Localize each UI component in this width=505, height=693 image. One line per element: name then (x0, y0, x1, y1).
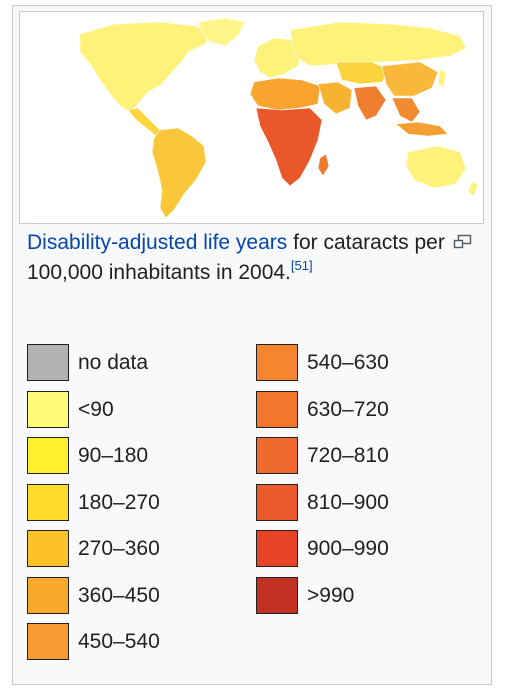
map-region-south-america (151, 127, 207, 219)
legend-label: 810–900 (307, 490, 389, 514)
legend-swatch (27, 623, 69, 660)
legend-swatch (256, 344, 298, 381)
legend-swatch (27, 344, 69, 381)
map-region-central-america (127, 107, 163, 137)
legend-label: 450–540 (78, 630, 160, 653)
world-map[interactable] (19, 11, 484, 224)
legend-swatch (27, 437, 69, 474)
map-region-japan (437, 69, 447, 87)
map-region-australia (405, 145, 467, 189)
caption-link[interactable]: Disability-adjusted life years (27, 231, 288, 254)
map-region-new-zealand (467, 181, 479, 197)
legend-swatch (27, 483, 69, 521)
map-region-russia (289, 21, 467, 67)
caption-text: for cataracts per 100,000 inhabitants in… (27, 231, 445, 284)
map-region-north-africa (249, 77, 321, 111)
legend-swatch (27, 576, 69, 614)
world-map-svg (79, 17, 479, 219)
map-caption: Disability-adjusted life years for catar… (27, 228, 452, 288)
reference-link[interactable]: [51] (290, 258, 313, 273)
legend-swatch (27, 390, 69, 428)
map-region-sub-saharan-africa (255, 107, 323, 187)
legend-label: 360–450 (78, 583, 160, 607)
legend-label: 90–180 (78, 444, 149, 467)
map-region-southeast-asia (391, 97, 421, 123)
map-region-north-america (79, 21, 211, 113)
legend-label: no data (78, 351, 149, 374)
legend-label: 540–630 (307, 351, 389, 374)
legend-swatch (256, 390, 298, 428)
legend-label: <90 (78, 397, 114, 421)
legend-swatch (27, 530, 69, 567)
map-region-central-asia (335, 61, 391, 85)
legend-label: 270–360 (78, 537, 160, 560)
map-region-indonesia (395, 121, 449, 137)
legend-swatch (256, 576, 298, 614)
map-region-greenland (197, 17, 246, 47)
map-region-middle-east (317, 81, 353, 115)
map-region-south-asia (353, 85, 387, 121)
map-region-china (381, 61, 439, 97)
legend-label: >990 (307, 583, 355, 607)
map-region-madagascar (317, 153, 330, 177)
map-region-europe (253, 37, 303, 79)
legend-swatch (256, 530, 298, 567)
legend-label: 900–990 (307, 537, 389, 560)
legend-swatch (256, 437, 298, 474)
enlarge-icon (453, 234, 472, 249)
thumbnail-frame: Disability-adjusted life years for catar… (12, 5, 492, 685)
legend-label: 180–270 (78, 490, 160, 514)
legend-swatch (256, 483, 298, 521)
legend-label: 630–720 (307, 397, 389, 421)
magnify-clip-icon[interactable] (453, 234, 473, 250)
legend-label: 720–810 (307, 444, 389, 467)
